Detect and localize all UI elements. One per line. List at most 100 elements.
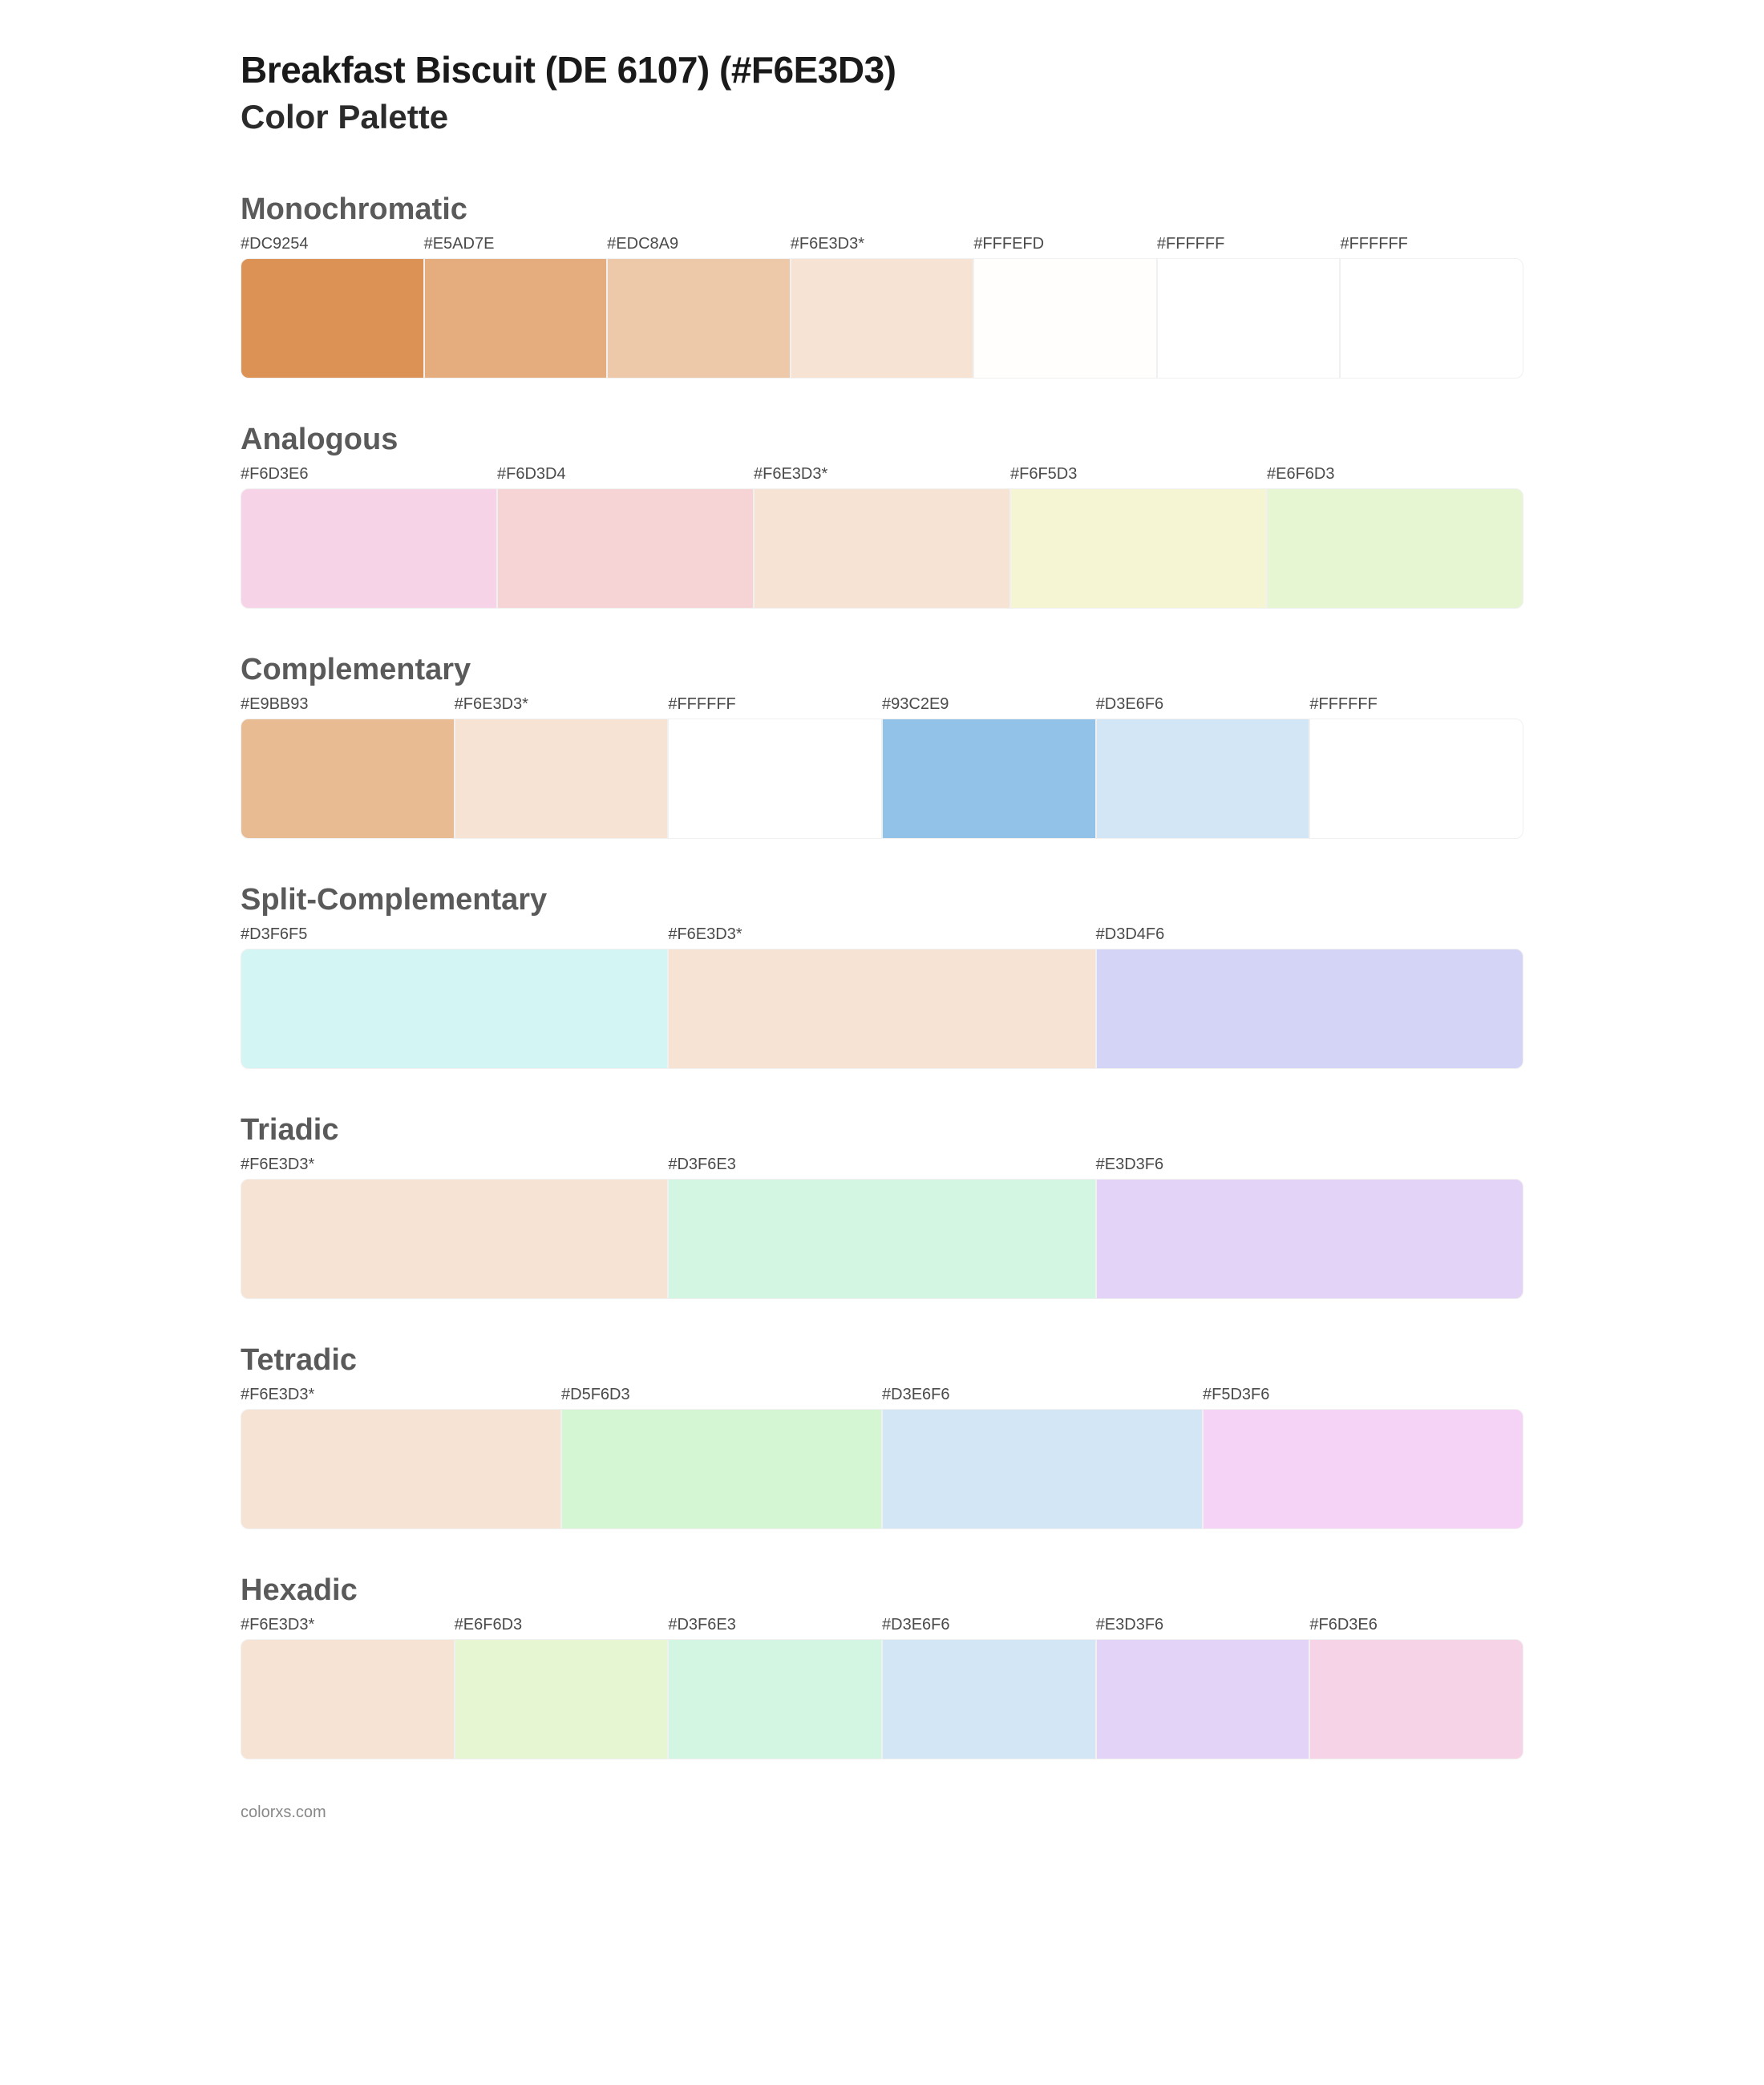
color-swatch: #F6E3D3* bbox=[668, 925, 1095, 1069]
swatch-hex-label: #F6D3E6 bbox=[241, 465, 497, 488]
swatch-block bbox=[754, 488, 1010, 609]
color-swatch: #F6F5D3 bbox=[1010, 465, 1267, 609]
swatch-hex-label: #F6E3D3* bbox=[754, 465, 1010, 488]
swatch-hex-label: #D3F6E3 bbox=[668, 1616, 882, 1639]
swatch-block bbox=[1096, 1639, 1310, 1759]
color-swatch: #F5D3F6 bbox=[1203, 1386, 1523, 1529]
swatch-hex-label: #D3E6F6 bbox=[882, 1386, 1203, 1409]
color-swatch: #E3D3F6 bbox=[1096, 1156, 1523, 1299]
swatch-block bbox=[241, 258, 424, 379]
swatch-block bbox=[668, 1179, 1095, 1299]
swatch-block bbox=[791, 258, 974, 379]
swatch-block bbox=[973, 258, 1157, 379]
swatch-hex-label: #FFFFFF bbox=[1309, 695, 1523, 719]
section-title: Triadic bbox=[241, 1113, 1523, 1148]
palette-section: Triadic #F6E3D3*#D3F6E3#E3D3F6 bbox=[241, 1113, 1523, 1299]
swatch-hex-label: #F6F5D3 bbox=[1010, 465, 1267, 488]
color-swatch: #D3E6F6 bbox=[1096, 695, 1310, 839]
swatch-block bbox=[668, 719, 882, 839]
swatch-row: #F6E3D3*#D3F6E3#E3D3F6 bbox=[241, 1156, 1523, 1299]
color-swatch: #F6E3D3* bbox=[455, 695, 669, 839]
section-title: Tetradic bbox=[241, 1343, 1523, 1378]
color-swatch: #F6D3E6 bbox=[241, 465, 497, 609]
swatch-hex-label: #E6F6D3 bbox=[455, 1616, 669, 1639]
swatch-block bbox=[241, 1639, 455, 1759]
section-title: Analogous bbox=[241, 423, 1523, 457]
swatch-block bbox=[455, 1639, 669, 1759]
swatch-row: #E9BB93#F6E3D3*#FFFFFF#93C2E9#D3E6F6#FFF… bbox=[241, 695, 1523, 839]
palette-section: Analogous #F6D3E6#F6D3D4#F6E3D3*#F6F5D3#E… bbox=[241, 423, 1523, 609]
section-title: Monochromatic bbox=[241, 192, 1523, 227]
swatch-block bbox=[424, 258, 608, 379]
color-swatch: #D3D4F6 bbox=[1096, 925, 1523, 1069]
swatch-block bbox=[1096, 1179, 1523, 1299]
color-swatch: #F6D3D4 bbox=[497, 465, 754, 609]
swatch-hex-label: #DC9254 bbox=[241, 235, 424, 258]
swatch-block bbox=[241, 1409, 561, 1529]
section-title: Hexadic bbox=[241, 1573, 1523, 1608]
swatch-hex-label: #F6E3D3* bbox=[241, 1386, 561, 1409]
swatch-block bbox=[882, 1639, 1096, 1759]
swatch-block bbox=[241, 488, 497, 609]
color-swatch: #FFFFFF bbox=[668, 695, 882, 839]
section-title: Split-Complementary bbox=[241, 883, 1523, 917]
swatch-block bbox=[1267, 488, 1523, 609]
swatch-row: #D3F6F5#F6E3D3*#D3D4F6 bbox=[241, 925, 1523, 1069]
swatch-hex-label: #D3E6F6 bbox=[882, 1616, 1096, 1639]
swatch-block bbox=[668, 949, 1095, 1069]
color-swatch: #F6E3D3* bbox=[791, 235, 974, 379]
swatch-hex-label: #F6D3D4 bbox=[497, 465, 754, 488]
swatch-hex-label: #D3F6E3 bbox=[668, 1156, 1095, 1179]
palette-sections: Monochromatic#DC9254#E5AD7E#EDC8A9#F6E3D… bbox=[241, 192, 1523, 1759]
swatch-hex-label: #EDC8A9 bbox=[607, 235, 791, 258]
swatch-hex-label: #F6E3D3* bbox=[241, 1156, 668, 1179]
color-swatch: #D3F6E3 bbox=[668, 1616, 882, 1759]
swatch-hex-label: #D5F6D3 bbox=[561, 1386, 882, 1409]
palette-section: Hexadic#F6E3D3*#E6F6D3#D3F6E3#D3E6F6#E3D… bbox=[241, 1573, 1523, 1759]
swatch-block bbox=[455, 719, 669, 839]
color-swatch: #F6E3D3* bbox=[754, 465, 1010, 609]
swatch-hex-label: #E9BB93 bbox=[241, 695, 455, 719]
swatch-hex-label: #F6D3E6 bbox=[1309, 1616, 1523, 1639]
swatch-block bbox=[1096, 949, 1523, 1069]
swatch-row: #DC9254#E5AD7E#EDC8A9#F6E3D3*#FFFEFD#FFF… bbox=[241, 235, 1523, 379]
swatch-hex-label: #FFFEFD bbox=[973, 235, 1157, 258]
swatch-hex-label: #FFFFFF bbox=[1340, 235, 1523, 258]
color-swatch: #E6F6D3 bbox=[1267, 465, 1523, 609]
swatch-hex-label: #FFFFFF bbox=[1157, 235, 1341, 258]
palette-section: Monochromatic #DC9254#E5AD7E#EDC8A9#F6E3D… bbox=[241, 192, 1523, 379]
color-swatch: #F6E3D3* bbox=[241, 1616, 455, 1759]
color-swatch: #E6F6D3 bbox=[455, 1616, 669, 1759]
color-swatch: #D5F6D3 bbox=[561, 1386, 882, 1529]
swatch-block bbox=[561, 1409, 882, 1529]
color-swatch: #F6D3E6 bbox=[1309, 1616, 1523, 1759]
swatch-hex-label: #F6E3D3* bbox=[241, 1616, 455, 1639]
swatch-block bbox=[1010, 488, 1267, 609]
swatch-hex-label: #F5D3F6 bbox=[1203, 1386, 1523, 1409]
section-title: Complementary bbox=[241, 653, 1523, 687]
swatch-hex-label: #93C2E9 bbox=[882, 695, 1096, 719]
swatch-block bbox=[241, 949, 668, 1069]
swatch-block bbox=[1157, 258, 1341, 379]
swatch-hex-label: #E5AD7E bbox=[424, 235, 608, 258]
color-swatch: #FFFFFF bbox=[1340, 235, 1523, 379]
swatch-block bbox=[241, 719, 455, 839]
swatch-hex-label: #F6E3D3* bbox=[791, 235, 974, 258]
color-swatch: #F6E3D3* bbox=[241, 1386, 561, 1529]
swatch-block bbox=[241, 1179, 668, 1299]
swatch-hex-label: #E6F6D3 bbox=[1267, 465, 1523, 488]
swatch-row: #F6E3D3*#D5F6D3#D3E6F6#F5D3F6 bbox=[241, 1386, 1523, 1529]
swatch-block bbox=[1309, 719, 1523, 839]
footer-credit: colorxs.com bbox=[241, 1804, 1523, 1822]
color-swatch: #E9BB93 bbox=[241, 695, 455, 839]
swatch-block bbox=[882, 1409, 1203, 1529]
color-swatch: #93C2E9 bbox=[882, 695, 1096, 839]
swatch-block bbox=[1203, 1409, 1523, 1529]
swatch-hex-label: #F6E3D3* bbox=[668, 925, 1095, 949]
page-title: Breakfast Biscuit (DE 6107) (#F6E3D3) bbox=[241, 48, 1523, 91]
swatch-block bbox=[882, 719, 1096, 839]
color-swatch: #FFFFFF bbox=[1309, 695, 1523, 839]
palette-section: Tetradic #F6E3D3*#D5F6D3#D3E6F6#F5D3F6 bbox=[241, 1343, 1523, 1529]
swatch-hex-label: #D3F6F5 bbox=[241, 925, 668, 949]
swatch-hex-label: #FFFFFF bbox=[668, 695, 882, 719]
